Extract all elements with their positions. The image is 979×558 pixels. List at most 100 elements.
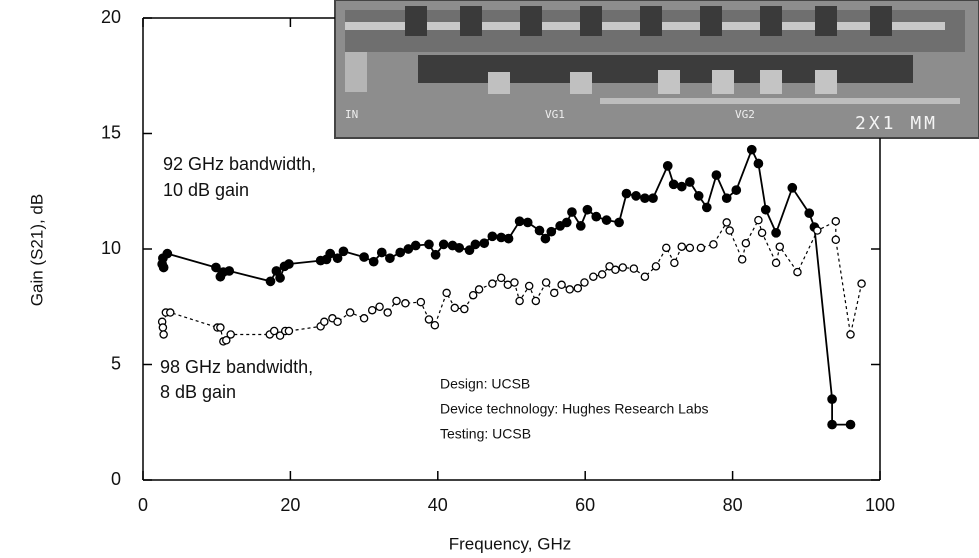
data-point (845, 419, 856, 430)
data-point (648, 193, 658, 204)
data-point (159, 330, 168, 339)
data-point (775, 242, 785, 251)
data-point (474, 285, 484, 294)
data-point (211, 262, 221, 273)
data-point (760, 204, 771, 215)
data-point (565, 285, 574, 294)
data-point (725, 226, 734, 235)
x-tick-label: 60 (575, 495, 595, 515)
data-point (757, 228, 767, 238)
data-point (430, 249, 441, 260)
data-point (368, 256, 379, 267)
data-point (857, 279, 866, 288)
data-point (410, 240, 421, 251)
data-point (395, 247, 406, 258)
y-tick-label: 0 (111, 469, 121, 489)
data-point (567, 207, 577, 217)
data-point (540, 233, 551, 244)
data-point (464, 245, 475, 256)
data-point (846, 330, 855, 339)
data-point (709, 240, 718, 249)
data-point (332, 253, 343, 264)
data-point (166, 308, 175, 317)
data-point (487, 231, 498, 242)
inset-label: IN (345, 108, 358, 121)
data-point (510, 278, 519, 287)
y-tick-label: 15 (101, 122, 121, 142)
credit: Testing: UCSB (440, 426, 531, 442)
data-point (546, 226, 557, 237)
x-tick-label: 0 (138, 495, 148, 515)
data-point (597, 270, 607, 279)
data-point (827, 419, 837, 430)
data-point (813, 226, 822, 235)
data-point (771, 227, 781, 238)
data-point (345, 308, 355, 317)
x-tick-label: 20 (280, 495, 300, 515)
data-point (701, 202, 712, 213)
x-tick-label: 100 (865, 495, 895, 515)
data-point (549, 288, 559, 298)
data-point (430, 320, 440, 330)
inset-label: 2X1 MM (855, 113, 938, 134)
annotation: 10 dB gain (163, 180, 249, 200)
data-point (224, 266, 235, 276)
data-point (696, 243, 706, 253)
credit: Device technology: Hughes Research Labs (440, 401, 709, 417)
data-point (534, 225, 545, 236)
data-point (721, 193, 732, 204)
data-point (804, 208, 815, 219)
data-point (640, 193, 650, 204)
data-point (269, 326, 279, 336)
data-point (385, 253, 395, 264)
y-tick-label: 10 (101, 238, 121, 258)
data-point (524, 281, 534, 291)
data-point (333, 317, 342, 327)
data-point (676, 181, 687, 192)
data-point (375, 302, 384, 311)
data-point (631, 191, 641, 201)
data-point (454, 242, 465, 253)
data-point (522, 217, 533, 228)
data-point (359, 252, 369, 262)
data-point (488, 279, 497, 288)
data-point (793, 267, 802, 277)
data-point (827, 394, 837, 404)
y-tick-label: 5 (111, 353, 121, 373)
data-point (470, 239, 481, 250)
data-point (503, 233, 514, 244)
data-point (573, 284, 583, 293)
data-point (746, 144, 757, 155)
data-point (685, 243, 695, 253)
data-point (424, 315, 434, 324)
data-point (601, 215, 612, 225)
data-point (582, 204, 593, 215)
data-point (561, 217, 572, 228)
data-point (392, 296, 401, 306)
data-point (265, 276, 276, 287)
data-point (711, 170, 722, 180)
data-point (284, 326, 294, 336)
data-point (753, 158, 764, 169)
data-point (591, 211, 602, 222)
data-point (514, 216, 525, 227)
data-point (621, 188, 632, 199)
data-point (424, 239, 434, 250)
data-point (442, 288, 451, 298)
data-point (640, 272, 650, 281)
data-point (614, 217, 624, 228)
credit: Design: UCSB (440, 376, 530, 392)
data-point (831, 235, 841, 245)
inset-label: VG1 (545, 108, 565, 121)
data-point (580, 278, 589, 287)
data-point (787, 182, 798, 193)
data-point (438, 239, 449, 250)
data-point (359, 314, 369, 323)
data-point (162, 248, 173, 259)
data-point (479, 238, 490, 249)
data-point (416, 297, 426, 307)
data-point (693, 191, 704, 201)
annotation: 92 GHz bandwidth, (163, 154, 316, 174)
inset-label: VG2 (735, 108, 755, 121)
